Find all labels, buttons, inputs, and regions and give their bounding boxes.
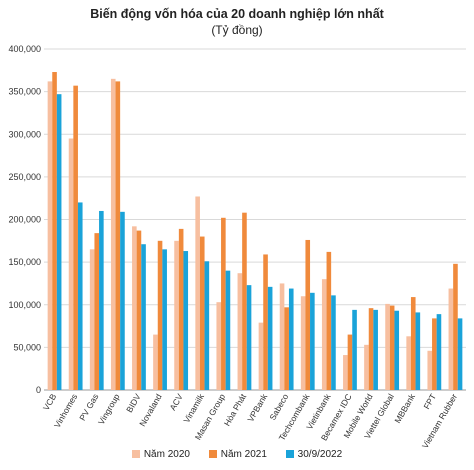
bar-2020 — [427, 350, 433, 390]
bar-2020 — [132, 226, 137, 390]
bar-2020 — [321, 279, 327, 390]
legend: Năm 2020 Năm 2021 30/9/2022 — [0, 449, 474, 460]
bar-2022 — [436, 314, 442, 390]
x-tick-label: VCB — [41, 392, 59, 412]
bar-2020 — [343, 355, 348, 390]
bar-2022 — [141, 244, 146, 390]
bar-2021 — [136, 230, 142, 390]
legend-label-2022: 30/9/2022 — [297, 449, 343, 460]
bar-2022 — [77, 202, 83, 390]
bar-2020 — [216, 302, 222, 390]
bar-2021 — [389, 305, 395, 390]
bar-2020 — [364, 344, 369, 390]
legend-item-2022: 30/9/2022 — [285, 449, 343, 460]
bar-2021 — [410, 297, 416, 390]
x-tick-label: MBBank — [392, 391, 417, 424]
x-tick-label: BIDV — [124, 392, 143, 414]
chart-title: Biến động vốn hóa của 20 doanh nghiệp lớ… — [90, 7, 384, 21]
bar-2020 — [448, 288, 454, 390]
y-tick-label: 350,000 — [8, 87, 41, 97]
bar-2022 — [373, 309, 378, 390]
bar-2022 — [288, 288, 294, 390]
bar-2022 — [56, 94, 62, 391]
y-tick-label: 0 — [36, 385, 41, 395]
bar-2021 — [115, 81, 121, 390]
bar-2022 — [310, 292, 315, 390]
bar-2021 — [263, 254, 268, 390]
bar-2022 — [457, 318, 463, 390]
bar-2020 — [258, 322, 264, 390]
bar-2020 — [110, 78, 116, 390]
legend-swatch-2022 — [285, 450, 294, 458]
bar-2022 — [120, 211, 125, 390]
legend-item-2021: Năm 2021 — [208, 449, 267, 460]
y-tick-label: 250,000 — [8, 172, 41, 182]
bar-2021 — [94, 233, 100, 390]
x-tick-label: ACV — [167, 392, 185, 412]
bar-2021 — [52, 72, 57, 391]
bar-2021 — [347, 334, 353, 390]
bar-2021 — [305, 239, 311, 390]
bar-2020 — [89, 249, 95, 390]
y-tick-label: 200,000 — [8, 215, 41, 225]
y-axis-ticks: 0 50,000 100,000 150,000 200,000 250,000 300,0… — [8, 44, 41, 395]
bar-2021 — [178, 228, 184, 390]
bar-2021 — [453, 263, 458, 390]
bar-2022 — [415, 312, 421, 390]
bar-2021 — [368, 308, 374, 390]
bar-2022 — [246, 285, 252, 390]
bar-2020 — [68, 138, 74, 390]
bar-2021 — [326, 251, 332, 390]
bar-chart: 0 50,000 100,000 150,000 200,000 250,000 300,0… — [8, 44, 466, 450]
bar-2020 — [237, 273, 243, 390]
bar-2022 — [204, 261, 210, 390]
bar-2022 — [331, 295, 336, 390]
x-tick-label: VPBank — [245, 391, 269, 423]
bar-2022 — [225, 270, 231, 390]
bar-2021 — [73, 85, 78, 390]
legend-label-2021: Năm 2021 — [220, 449, 267, 460]
bar-2021 — [242, 212, 247, 390]
y-tick-label: 100,000 — [8, 300, 41, 310]
bar-2021 — [157, 240, 163, 390]
legend-swatch-2021 — [208, 450, 217, 458]
bar-2022 — [183, 251, 189, 390]
bar-2022 — [352, 309, 357, 390]
bar-2022 — [99, 210, 104, 390]
chart-subtitle: (Tỷ đồng) — [211, 23, 263, 37]
legend-swatch-2020 — [131, 450, 140, 458]
bar-2022 — [394, 310, 400, 390]
bar-2022 — [162, 249, 167, 390]
bar-2020 — [195, 196, 200, 390]
bar-2020 — [385, 303, 390, 390]
bar-2021 — [284, 307, 289, 390]
bar-2020 — [406, 336, 411, 390]
y-tick-label: 150,000 — [8, 257, 41, 267]
y-tick-label: 400,000 — [8, 44, 41, 54]
y-tick-label: 50,000 — [13, 342, 41, 352]
bar-2020 — [153, 334, 158, 390]
bar-2021 — [432, 318, 437, 390]
bar-2020 — [47, 81, 53, 390]
bar-2021 — [199, 236, 205, 390]
bar-2022 — [267, 286, 273, 390]
legend-label-2020: Năm 2020 — [143, 449, 190, 460]
bar-2020 — [300, 296, 306, 390]
bar-2020 — [174, 240, 179, 390]
y-tick-label: 300,000 — [8, 129, 41, 139]
gridlines — [44, 48, 466, 391]
legend-item-2020: Năm 2020 — [131, 449, 190, 460]
bar-2021 — [221, 217, 226, 390]
bar-2020 — [279, 283, 285, 390]
bars — [47, 72, 463, 391]
x-tick-label: FPT — [421, 392, 438, 411]
